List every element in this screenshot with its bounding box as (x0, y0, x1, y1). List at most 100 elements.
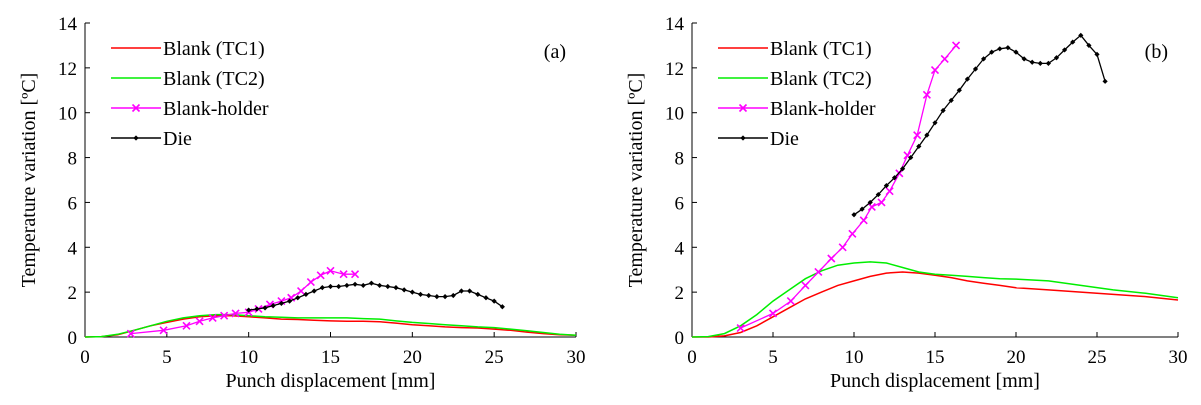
data-point (1070, 39, 1076, 45)
data-point (885, 187, 894, 196)
data-point (1037, 60, 1043, 66)
data-point (182, 321, 191, 330)
legend-label: Blank (TC2) (163, 68, 265, 90)
data-point (940, 107, 946, 114)
data-point (499, 304, 505, 310)
x-tick-label: 5 (768, 347, 778, 368)
series-blank-tc1 (692, 271, 1179, 338)
data-point (859, 216, 868, 225)
data-point (1029, 59, 1035, 65)
data-point (231, 309, 240, 318)
y-tick-label: 0 (68, 328, 78, 349)
data-point (916, 143, 922, 149)
legend-marker (740, 135, 746, 141)
y-tick-label: 2 (68, 283, 78, 304)
x-tick-label: 10 (239, 347, 258, 368)
data-point (989, 49, 995, 55)
data-point (295, 295, 301, 301)
series-line (130, 270, 356, 335)
data-point (981, 56, 987, 62)
y-tick-label: 10 (665, 104, 684, 125)
data-point (195, 317, 204, 326)
legend-label: Blank (TC1) (770, 38, 872, 60)
chart-b: 0 2 4 6 8 10 12 14 0 5 10 15 20 25 30 Punch displacemen… (625, 14, 1188, 392)
data-point (956, 87, 962, 93)
data-point (1062, 47, 1068, 53)
data-point (311, 288, 317, 294)
series-line (84, 313, 577, 338)
data-point (875, 191, 881, 198)
data-point (393, 285, 399, 291)
data-point (940, 54, 949, 63)
data-point (1021, 56, 1027, 62)
y-tick-label: 2 (675, 283, 685, 304)
data-point (786, 297, 795, 306)
legend-label: Blank (TC1) (163, 38, 265, 60)
y-tick-label: 8 (675, 149, 685, 170)
data-point (409, 289, 415, 295)
data-point (877, 198, 886, 207)
legend-label: Blank-holder (163, 98, 269, 120)
legend: Blank (TC1) Blank (TC2) Blank-holder Die (718, 38, 876, 150)
data-point (475, 291, 481, 297)
data-point (316, 271, 325, 280)
data-point (286, 298, 293, 304)
data-point (964, 76, 970, 82)
x-tick-label: 25 (1088, 347, 1107, 368)
data-point (1102, 78, 1108, 84)
data-point (426, 292, 432, 299)
data-point (262, 305, 268, 311)
data-point (458, 288, 465, 294)
y-tick-label: 10 (58, 104, 77, 125)
x-tick-label: 5 (162, 347, 172, 368)
data-point (270, 303, 276, 309)
y-tick-label: 4 (675, 238, 685, 259)
series-die (851, 32, 1108, 218)
legend-marker (133, 135, 139, 141)
data-point (801, 281, 810, 290)
data-point (883, 183, 889, 189)
x-tick-label: 30 (567, 347, 586, 368)
data-point (736, 323, 745, 333)
data-point (913, 131, 922, 140)
data-point (867, 202, 876, 211)
data-point (930, 66, 940, 75)
data-point (368, 280, 375, 286)
x-tick-label: 25 (485, 347, 504, 368)
x-tick-label: 15 (926, 347, 945, 368)
x-axis-label: Punch displacement [mm] (226, 370, 436, 392)
data-point (350, 270, 360, 279)
data-point (1005, 45, 1011, 51)
series-blank-holder (736, 41, 961, 333)
data-point (491, 298, 497, 304)
data-point (208, 313, 217, 323)
data-point (768, 309, 778, 318)
data-point (1013, 49, 1019, 55)
data-point (891, 175, 898, 181)
y-tick-label: 12 (58, 59, 77, 80)
data-point (1045, 60, 1051, 66)
series-line (853, 34, 1106, 216)
data-point (848, 229, 857, 238)
y-tick-label: 0 (675, 328, 685, 349)
axes: 0 2 4 6 8 10 12 14 0 5 10 15 20 25 30 (665, 14, 1188, 368)
legend-marker (738, 103, 748, 113)
legend-label: Die (770, 128, 799, 150)
data-point (220, 311, 229, 320)
chart-a: 0 2 4 6 8 10 12 14 0 5 10 15 20 25 30 Punch displacemen… (18, 14, 586, 392)
series-blank-tc2 (84, 313, 577, 338)
data-point (859, 206, 865, 212)
data-point (900, 166, 906, 172)
x-tick-label: 20 (403, 347, 422, 368)
y-tick-label: 14 (58, 14, 78, 35)
data-point (434, 294, 440, 300)
x-tick-label: 0 (687, 347, 697, 368)
x-tick-label: 20 (1007, 347, 1026, 368)
data-point (951, 41, 961, 50)
data-point (932, 120, 938, 126)
data-point (1078, 32, 1084, 38)
data-point (278, 300, 284, 306)
y-tick-label: 6 (68, 193, 78, 214)
data-point (467, 288, 473, 294)
x-axis-label: Punch displacement [mm] (830, 370, 1040, 392)
